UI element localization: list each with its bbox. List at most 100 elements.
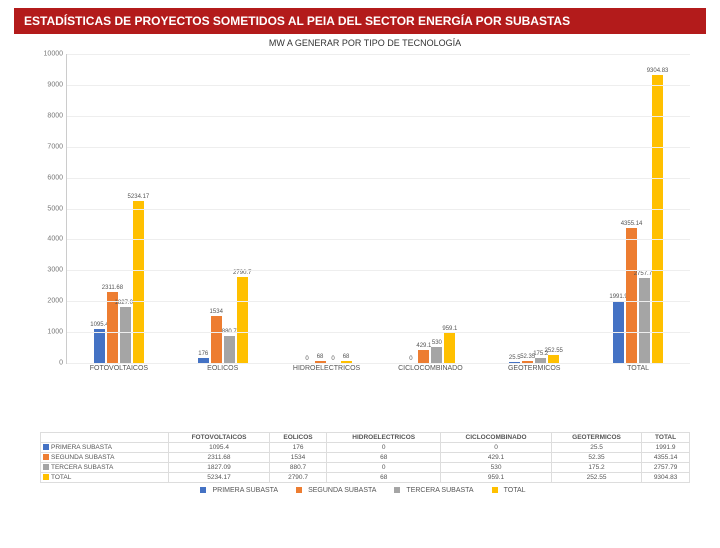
y-tick-label: 3000 bbox=[47, 267, 63, 274]
table-row-label: PRIMERA SUBASTA bbox=[41, 443, 169, 453]
y-tick-label: 1000 bbox=[47, 329, 63, 336]
y-tick-label: 0 bbox=[59, 360, 63, 367]
gridline bbox=[67, 116, 690, 117]
bar-value-label: 5234.17 bbox=[128, 194, 150, 200]
bar-value-label: 68 bbox=[317, 354, 324, 360]
table-cell: 252.55 bbox=[551, 473, 641, 483]
chart-title: MW A GENERAR POR TIPO DE TECNOLOGÍA bbox=[40, 38, 690, 48]
legend-item: TOTAL bbox=[486, 487, 526, 494]
table-cell: 880.7 bbox=[269, 463, 327, 473]
table-cell: 0 bbox=[327, 463, 441, 473]
legend-swatch bbox=[492, 487, 498, 493]
legend-swatch bbox=[43, 474, 49, 480]
table-cell: 175.2 bbox=[551, 463, 641, 473]
gridline bbox=[67, 147, 690, 148]
category-label: HIDROELECTRICOS bbox=[275, 365, 379, 372]
table-col-header: TOTAL bbox=[642, 433, 690, 443]
y-tick-label: 10000 bbox=[44, 51, 63, 58]
table-row-label: TERCERA SUBASTA bbox=[41, 463, 169, 473]
table-col-header: HIDROELECTRICOS bbox=[327, 433, 441, 443]
gridline bbox=[67, 332, 690, 333]
table-cell: 0 bbox=[327, 443, 441, 453]
gridline bbox=[67, 270, 690, 271]
bar: 880.7 bbox=[224, 336, 235, 363]
gridline bbox=[67, 301, 690, 302]
legend-swatch bbox=[200, 487, 206, 493]
legend-swatch bbox=[43, 454, 49, 460]
bar: 530 bbox=[431, 347, 442, 363]
chart-container: MW A GENERAR POR TIPO DE TECNOLOGÍA 1095… bbox=[40, 38, 690, 418]
legend-item: PRIMERA SUBASTA bbox=[194, 487, 278, 494]
gridline bbox=[67, 178, 690, 179]
bar-value-label: 429.1 bbox=[416, 343, 431, 349]
table-cell: 1991.9 bbox=[642, 443, 690, 453]
bar-value-label: 1534 bbox=[210, 309, 223, 315]
bar-value-label: 0 bbox=[331, 356, 334, 362]
table-cell: 1534 bbox=[269, 453, 327, 463]
bar-value-label: 530 bbox=[432, 340, 442, 346]
bar: 2790.7 bbox=[237, 277, 248, 363]
table-cell: 4355.14 bbox=[642, 453, 690, 463]
table-row-label: TOTAL bbox=[41, 473, 169, 483]
bar-value-label: 0 bbox=[305, 356, 308, 362]
table-cell: 959.1 bbox=[441, 473, 552, 483]
y-tick-label: 2000 bbox=[47, 298, 63, 305]
bar: 429.1 bbox=[418, 350, 429, 363]
table-cell: 0 bbox=[441, 443, 552, 453]
bar-value-label: 9304.83 bbox=[647, 68, 669, 74]
category-label: CICLOCOMBINADO bbox=[378, 365, 482, 372]
table-cell: 68 bbox=[327, 473, 441, 483]
bar: 4355.14 bbox=[626, 228, 637, 363]
table-col-header: CICLOCOMBINADO bbox=[441, 433, 552, 443]
bar: 1095.4 bbox=[94, 329, 105, 363]
legend-item: TERCERA SUBASTA bbox=[388, 487, 473, 494]
gridline bbox=[67, 54, 690, 55]
table-cell: 1095.4 bbox=[169, 443, 270, 453]
plot-area: 1095.42311.681827.095234.17FOTOVOLTAICOS… bbox=[66, 54, 690, 364]
table-cell: 176 bbox=[269, 443, 327, 453]
y-tick-label: 4000 bbox=[47, 236, 63, 243]
table-cell: 2757.79 bbox=[642, 463, 690, 473]
y-tick-label: 9000 bbox=[47, 81, 63, 88]
table-col-header: GEOTERMICOS bbox=[551, 433, 641, 443]
bar: 959.1 bbox=[444, 333, 455, 363]
table-row: TOTAL5234.172790.768959.1252.559304.83 bbox=[41, 473, 690, 483]
legend-swatch bbox=[296, 487, 302, 493]
bar-value-label: 25.5 bbox=[509, 355, 521, 361]
y-tick-label: 5000 bbox=[47, 205, 63, 212]
legend-swatch bbox=[394, 487, 400, 493]
bar: 5234.17 bbox=[133, 201, 144, 363]
bar: 1534 bbox=[211, 316, 222, 363]
table-cell: 1827.09 bbox=[169, 463, 270, 473]
bar-value-label: 0 bbox=[409, 356, 412, 362]
table-row: PRIMERA SUBASTA1095.41760025.51991.9 bbox=[41, 443, 690, 453]
bar-value-label: 1991.9 bbox=[609, 294, 627, 300]
data-table: FOTOVOLTAICOSEOLICOSHIDROELECTRICOSCICLO… bbox=[40, 432, 690, 483]
table-row: TERCERA SUBASTA1827.09880.70530175.22757… bbox=[41, 463, 690, 473]
legend: PRIMERA SUBASTASEGUNDA SUBASTATERCERA SU… bbox=[0, 487, 720, 494]
bar: 2757.79 bbox=[639, 278, 650, 363]
table-cell: 25.5 bbox=[551, 443, 641, 453]
bar-value-label: 1095.4 bbox=[90, 322, 108, 328]
table-cell: 5234.17 bbox=[169, 473, 270, 483]
table-cell: 9304.83 bbox=[642, 473, 690, 483]
table-cell: 52.35 bbox=[551, 453, 641, 463]
bar-value-label: 252.55 bbox=[545, 348, 563, 354]
gridline bbox=[67, 85, 690, 86]
bar: 252.55 bbox=[548, 355, 559, 363]
category-label: FOTOVOLTAICOS bbox=[67, 365, 171, 372]
table-cell: 429.1 bbox=[441, 453, 552, 463]
bar-value-label: 176 bbox=[198, 351, 208, 357]
bar-value-label: 4355.14 bbox=[621, 221, 643, 227]
y-tick-label: 6000 bbox=[47, 174, 63, 181]
table-cell: 2790.7 bbox=[269, 473, 327, 483]
table-row: SEGUNDA SUBASTA2311.68153468429.152.3543… bbox=[41, 453, 690, 463]
legend-swatch bbox=[43, 444, 49, 450]
gridline bbox=[67, 239, 690, 240]
gridline bbox=[67, 363, 690, 364]
gridline bbox=[67, 209, 690, 210]
bar-value-label: 2311.68 bbox=[102, 285, 123, 291]
category-label: GEOTERMICOS bbox=[482, 365, 586, 372]
table-cell: 68 bbox=[327, 453, 441, 463]
bar: 1827.09 bbox=[120, 307, 131, 363]
